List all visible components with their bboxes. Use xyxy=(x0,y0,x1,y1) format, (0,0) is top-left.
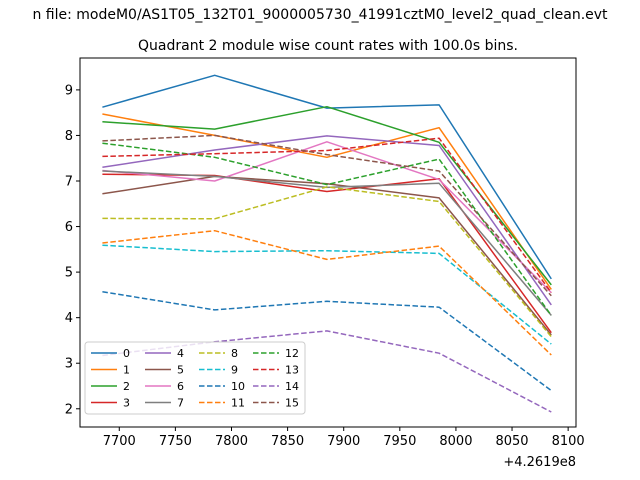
x-tick-label: 8050 xyxy=(495,434,528,449)
legend-label-11: 11 xyxy=(231,397,245,410)
series-line-1 xyxy=(102,113,552,290)
legend-label-15: 15 xyxy=(285,397,299,410)
series-lines xyxy=(102,74,552,413)
series-line-0 xyxy=(102,74,552,280)
series-line-6 xyxy=(102,141,552,294)
x-tick-label: 7900 xyxy=(327,434,360,449)
legend-label-1: 1 xyxy=(123,364,130,377)
series-line-12 xyxy=(102,142,552,316)
series-line-9 xyxy=(102,244,552,345)
legend-label-3: 3 xyxy=(123,397,130,410)
legend-box xyxy=(84,341,306,415)
y-tick-label: 3 xyxy=(65,357,73,372)
legend-label-2: 2 xyxy=(123,380,130,393)
y-tick-label: 7 xyxy=(65,175,73,190)
x-tick-label: 7950 xyxy=(383,434,416,449)
y-tick-label: 8 xyxy=(65,129,73,144)
series-line-4 xyxy=(102,135,552,306)
x-tick-label: 7800 xyxy=(215,434,248,449)
legend-label-14: 14 xyxy=(285,380,299,393)
series-line-13 xyxy=(102,137,552,294)
series-line-11 xyxy=(102,229,552,356)
x-tick-label: 7700 xyxy=(103,434,136,449)
legend-label-6: 6 xyxy=(177,380,184,393)
x-tick-label: 7850 xyxy=(271,434,304,449)
series-line-10 xyxy=(102,290,552,392)
legend-label-9: 9 xyxy=(231,364,238,377)
y-tick-label: 5 xyxy=(65,266,73,281)
plot-frame xyxy=(79,57,577,428)
x-tick-label: 7750 xyxy=(159,434,192,449)
legend-label-13: 13 xyxy=(285,364,299,377)
y-tick-label: 6 xyxy=(65,220,73,235)
x-tick-label: 8000 xyxy=(439,434,472,449)
legend-label-7: 7 xyxy=(177,397,184,410)
legend-label-8: 8 xyxy=(231,347,238,360)
series-line-15 xyxy=(102,134,552,297)
series-line-8 xyxy=(102,186,552,338)
legend-label-5: 5 xyxy=(177,364,184,377)
figure-suptitle: n file: modeM0/AS1T05_132T01_9000005730_… xyxy=(32,7,608,23)
y-tick-label: 9 xyxy=(65,83,73,98)
x-tick-label: 8100 xyxy=(552,434,585,449)
legend-label-12: 12 xyxy=(285,347,299,360)
axis-ticks: 7700 7750 7800 7850 7900 7950 8000 8050 81002345… xyxy=(65,83,585,449)
series-line-5 xyxy=(102,175,552,336)
x-offset-label: +4.2619e8 xyxy=(503,455,576,470)
y-tick-label: 4 xyxy=(65,311,73,326)
legend-label-4: 4 xyxy=(177,347,184,360)
chart-title: Quadrant 2 module wise count rates with … xyxy=(138,38,518,54)
legend-label-0: 0 xyxy=(123,347,130,360)
y-tick-label: 2 xyxy=(65,402,73,417)
legend-label-10: 10 xyxy=(231,380,245,393)
